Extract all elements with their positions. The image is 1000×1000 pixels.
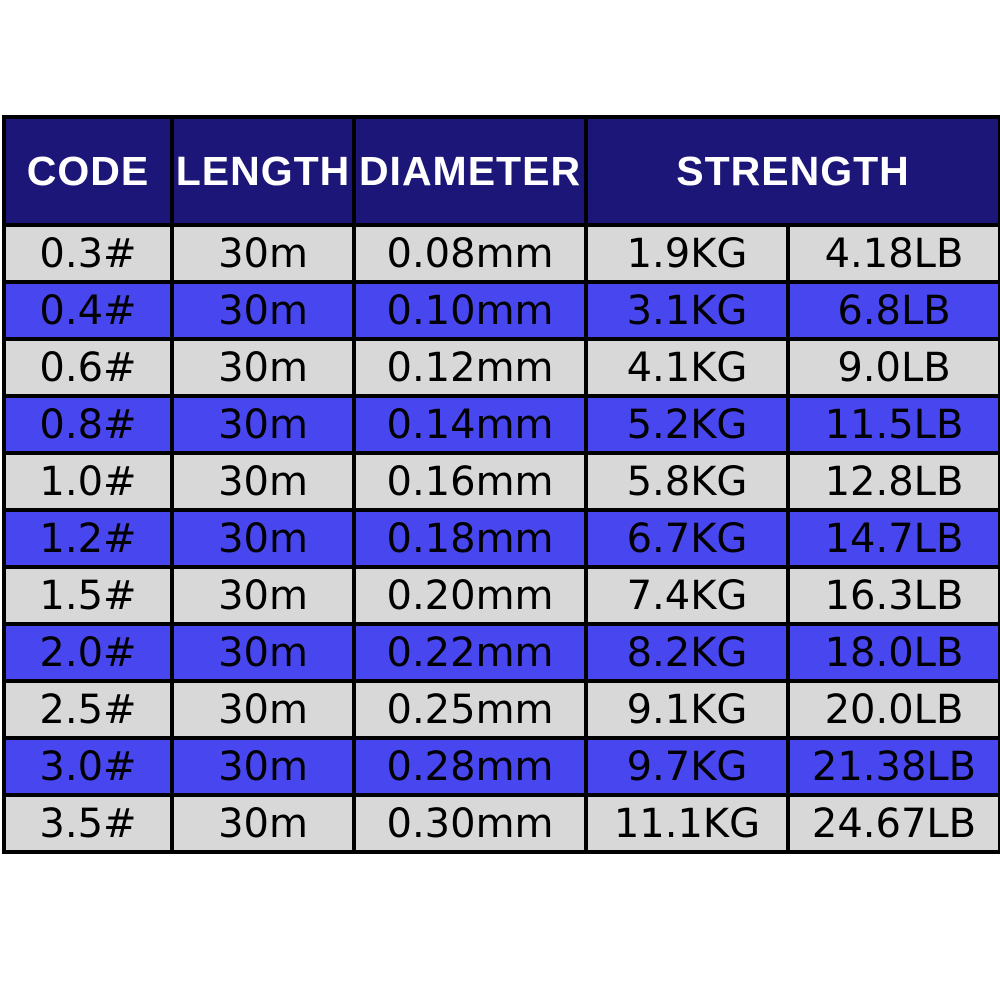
cell-strength-lb: 6.8LB (786, 280, 1000, 341)
header-cell-length: LENGTH (170, 115, 356, 227)
spec-table: CODE LENGTH DIAMETER STRENGTH 0.3# 30m 0… (2, 115, 1000, 854)
table-row: 0.8# 30m 0.14mm 5.2KG 11.5LB (2, 394, 1000, 455)
cell-strength-lb: 18.0LB (786, 622, 1000, 683)
header-cell-code: CODE (2, 115, 174, 227)
table-row: 2.5# 30m 0.25mm 9.1KG 20.0LB (2, 679, 1000, 740)
cell-strength-kg: 3.1KG (584, 280, 790, 341)
table-row: 1.5# 30m 0.20mm 7.4KG 16.3LB (2, 565, 1000, 626)
table-row: 0.4# 30m 0.10mm 3.1KG 6.8LB (2, 280, 1000, 341)
cell-length: 30m (170, 565, 356, 626)
cell-code: 0.3# (2, 223, 174, 284)
cell-length: 30m (170, 508, 356, 569)
cell-length: 30m (170, 793, 356, 854)
table-row: 0.3# 30m 0.08mm 1.9KG 4.18LB (2, 223, 1000, 284)
cell-diameter: 0.18mm (352, 508, 588, 569)
table-row: 1.0# 30m 0.16mm 5.8KG 12.8LB (2, 451, 1000, 512)
cell-strength-lb: 16.3LB (786, 565, 1000, 626)
cell-diameter: 0.12mm (352, 337, 588, 398)
header-row: CODE LENGTH DIAMETER STRENGTH (2, 115, 1000, 227)
cell-code: 0.6# (2, 337, 174, 398)
table-row: 3.5# 30m 0.30mm 11.1KG 24.67LB (2, 793, 1000, 854)
cell-code: 2.5# (2, 679, 174, 740)
cell-strength-lb: 9.0LB (786, 337, 1000, 398)
cell-length: 30m (170, 451, 356, 512)
header-cell-strength: STRENGTH (584, 115, 1000, 227)
cell-diameter: 0.08mm (352, 223, 588, 284)
cell-strength-lb: 12.8LB (786, 451, 1000, 512)
cell-strength-lb: 20.0LB (786, 679, 1000, 740)
cell-strength-kg: 11.1KG (584, 793, 790, 854)
cell-strength-kg: 7.4KG (584, 565, 790, 626)
cell-strength-lb: 11.5LB (786, 394, 1000, 455)
cell-diameter: 0.28mm (352, 736, 588, 797)
cell-strength-lb: 24.67LB (786, 793, 1000, 854)
cell-strength-kg: 5.2KG (584, 394, 790, 455)
cell-strength-kg: 9.7KG (584, 736, 790, 797)
cell-strength-kg: 6.7KG (584, 508, 790, 569)
cell-code: 1.2# (2, 508, 174, 569)
cell-strength-kg: 5.8KG (584, 451, 790, 512)
cell-length: 30m (170, 337, 356, 398)
cell-strength-kg: 9.1KG (584, 679, 790, 740)
cell-code: 1.5# (2, 565, 174, 626)
cell-strength-kg: 1.9KG (584, 223, 790, 284)
cell-code: 3.5# (2, 793, 174, 854)
cell-code: 2.0# (2, 622, 174, 683)
cell-length: 30m (170, 394, 356, 455)
cell-diameter: 0.22mm (352, 622, 588, 683)
cell-code: 0.4# (2, 280, 174, 341)
cell-strength-kg: 8.2KG (584, 622, 790, 683)
cell-strength-lb: 4.18LB (786, 223, 1000, 284)
cell-code: 0.8# (2, 394, 174, 455)
cell-strength-lb: 14.7LB (786, 508, 1000, 569)
header-cell-diameter: DIAMETER (352, 115, 588, 227)
cell-diameter: 0.14mm (352, 394, 588, 455)
cell-diameter: 0.20mm (352, 565, 588, 626)
cell-strength-lb: 21.38LB (786, 736, 1000, 797)
table-row: 0.6# 30m 0.12mm 4.1KG 9.0LB (2, 337, 1000, 398)
table-row: 3.0# 30m 0.28mm 9.7KG 21.38LB (2, 736, 1000, 797)
cell-diameter: 0.25mm (352, 679, 588, 740)
table-row: 1.2# 30m 0.18mm 6.7KG 14.7LB (2, 508, 1000, 569)
cell-code: 3.0# (2, 736, 174, 797)
cell-length: 30m (170, 280, 356, 341)
cell-length: 30m (170, 622, 356, 683)
cell-diameter: 0.10mm (352, 280, 588, 341)
cell-length: 30m (170, 679, 356, 740)
cell-diameter: 0.16mm (352, 451, 588, 512)
cell-length: 30m (170, 736, 356, 797)
table-row: 2.0# 30m 0.22mm 8.2KG 18.0LB (2, 622, 1000, 683)
cell-strength-kg: 4.1KG (584, 337, 790, 398)
cell-diameter: 0.30mm (352, 793, 588, 854)
cell-length: 30m (170, 223, 356, 284)
cell-code: 1.0# (2, 451, 174, 512)
